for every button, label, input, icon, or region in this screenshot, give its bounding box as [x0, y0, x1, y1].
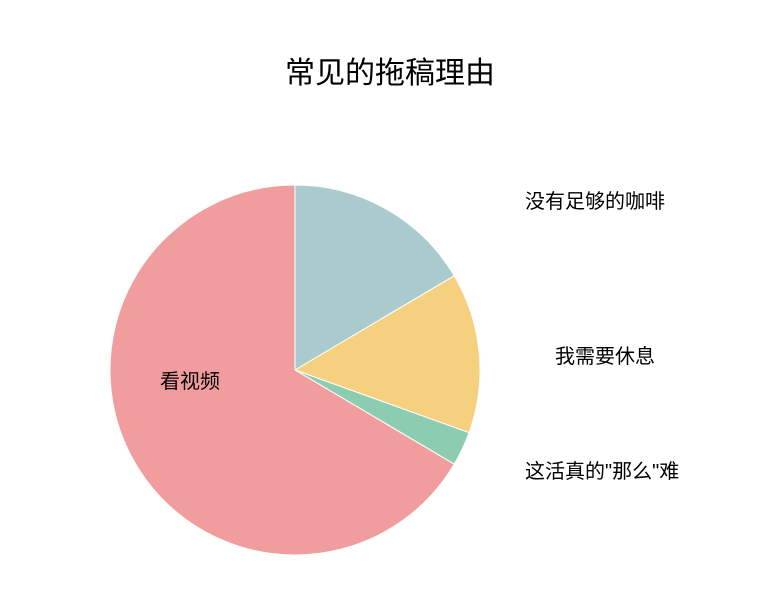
pie-chart [0, 0, 780, 594]
slice-label: 没有足够的咖啡 [525, 185, 665, 214]
slice-label: 这活真的"那么"难 [525, 455, 679, 484]
slice-label: 看视频 [160, 365, 220, 394]
slice-label: 我需要休息 [555, 340, 655, 369]
pie-svg [0, 0, 780, 594]
chart-container: 常见的拖稿理由 没有足够的咖啡我需要休息这活真的"那么"难看视频 [0, 0, 780, 594]
